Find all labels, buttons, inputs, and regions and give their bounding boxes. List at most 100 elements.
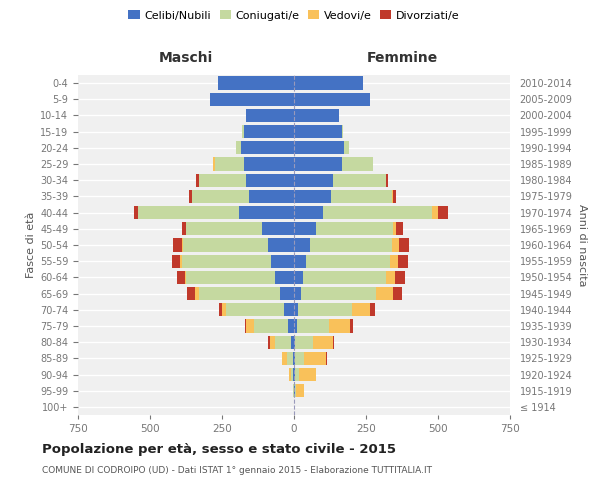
Bar [244, 158, 294, 170]
Bar [386, 270, 395, 284]
Bar [294, 206, 323, 220]
Bar [392, 190, 394, 203]
Bar [247, 109, 294, 122]
Bar [438, 206, 448, 220]
Bar [304, 352, 326, 365]
Bar [262, 222, 294, 235]
Bar [331, 190, 392, 203]
Bar [294, 368, 295, 381]
Bar [294, 76, 363, 90]
Bar [299, 368, 316, 381]
Bar [199, 287, 280, 300]
Bar [294, 336, 295, 349]
Y-axis label: Anni di nascita: Anni di nascita [577, 204, 587, 286]
Bar [275, 270, 294, 284]
Bar [219, 303, 222, 316]
Bar [134, 206, 139, 220]
Bar [341, 125, 343, 138]
Bar [291, 368, 293, 381]
Bar [391, 254, 398, 268]
Bar [236, 141, 241, 154]
Bar [376, 287, 394, 300]
Bar [398, 254, 408, 268]
Bar [139, 206, 239, 220]
Bar [294, 222, 316, 235]
Bar [399, 238, 409, 252]
Bar [196, 174, 199, 187]
Bar [316, 222, 394, 235]
Bar [187, 287, 194, 300]
Bar [394, 222, 396, 235]
Text: Popolazione per età, sesso e stato civile - 2015: Popolazione per età, sesso e stato civil… [42, 442, 396, 456]
Bar [275, 336, 291, 349]
Bar [185, 270, 186, 284]
Bar [241, 141, 294, 154]
Bar [244, 125, 294, 138]
Bar [295, 368, 299, 381]
Bar [294, 92, 370, 106]
Bar [294, 141, 344, 154]
Bar [242, 125, 244, 138]
Bar [329, 320, 350, 332]
Bar [182, 254, 271, 268]
Bar [350, 320, 353, 332]
Bar [287, 352, 293, 365]
Bar [291, 336, 294, 349]
Bar [269, 336, 275, 349]
Bar [370, 303, 374, 316]
Bar [271, 254, 294, 268]
Y-axis label: Fasce di età: Fasce di età [26, 212, 36, 278]
Bar [293, 368, 294, 381]
Bar [293, 352, 294, 365]
Bar [173, 238, 182, 252]
Bar [288, 320, 294, 332]
Bar [394, 190, 396, 203]
Bar [283, 352, 287, 365]
Bar [250, 190, 294, 203]
Bar [333, 174, 386, 187]
Bar [183, 238, 268, 252]
Bar [386, 174, 388, 187]
Bar [247, 320, 254, 332]
Bar [295, 384, 296, 398]
Bar [352, 303, 370, 316]
Text: Femmine: Femmine [367, 52, 437, 66]
Bar [310, 238, 392, 252]
Bar [298, 303, 352, 316]
Bar [341, 158, 373, 170]
Bar [211, 92, 294, 106]
Bar [295, 352, 304, 365]
Bar [214, 158, 215, 170]
Bar [182, 222, 186, 235]
Bar [302, 270, 386, 284]
Legend: Celibi/Nubili, Coniugati/e, Vedovi/e, Divorziati/e: Celibi/Nubili, Coniugati/e, Vedovi/e, Di… [126, 8, 462, 23]
Bar [392, 238, 399, 252]
Bar [294, 158, 341, 170]
Bar [245, 320, 247, 332]
Bar [268, 238, 294, 252]
Bar [294, 238, 310, 252]
Bar [192, 190, 250, 203]
Bar [294, 190, 331, 203]
Bar [194, 287, 199, 300]
Bar [268, 336, 269, 349]
Bar [294, 125, 341, 138]
Bar [296, 384, 304, 398]
Bar [395, 270, 405, 284]
Bar [189, 190, 192, 203]
Bar [294, 384, 295, 398]
Bar [394, 287, 402, 300]
Bar [247, 174, 294, 187]
Bar [284, 303, 294, 316]
Bar [178, 270, 185, 284]
Bar [294, 109, 338, 122]
Bar [294, 270, 302, 284]
Bar [305, 254, 391, 268]
Bar [295, 336, 313, 349]
Bar [432, 206, 438, 220]
Bar [218, 76, 294, 90]
Bar [294, 287, 301, 300]
Bar [289, 368, 291, 381]
Bar [180, 254, 182, 268]
Text: COMUNE DI CODROIPO (UD) - Dati ISTAT 1° gennaio 2015 - Elaborazione TUTTITALIA.I: COMUNE DI CODROIPO (UD) - Dati ISTAT 1° … [42, 466, 432, 475]
